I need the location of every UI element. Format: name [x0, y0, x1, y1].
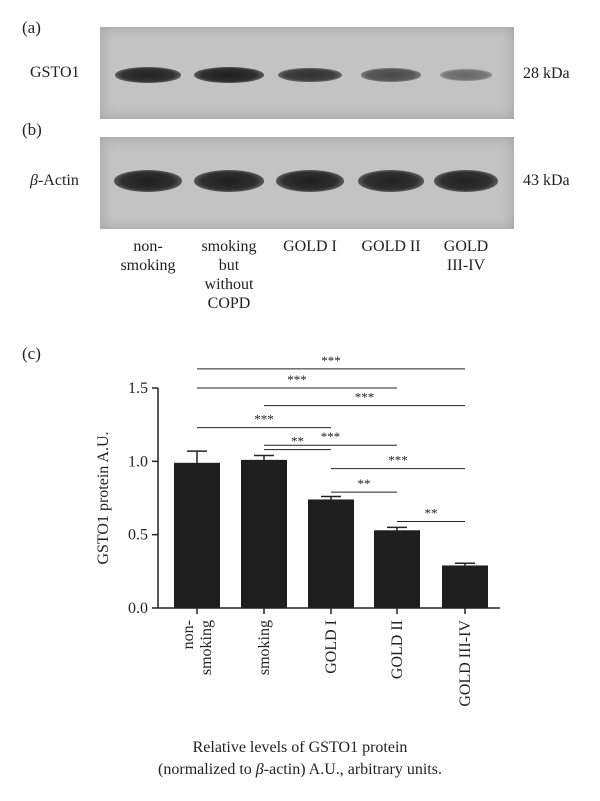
significance-label: *** [254, 412, 274, 427]
significance-label: *** [388, 453, 408, 468]
gsto1-blot-label: GSTO1 [30, 64, 80, 81]
lane-label-line: smoking [120, 257, 176, 274]
figure-caption-line-1: Relative levels of GSTO1 protein [192, 739, 408, 756]
bar [241, 459, 287, 608]
caption-suffix: -actin) A.U., arbitrary units. [263, 761, 442, 778]
lane-label-line: COPD [207, 295, 251, 312]
y-tick-label: 0.5 [128, 527, 148, 544]
actin-text: -Actin [37, 172, 79, 189]
lane-label: non-smoking [103, 237, 193, 275]
gsto1-western-blot [100, 27, 514, 119]
significance-label: *** [355, 390, 375, 405]
lane-label-line: GOLD [443, 238, 489, 255]
x-tick-label: GOLD III-IV [457, 620, 474, 707]
lane-label-line: GOLD II [361, 238, 421, 255]
x-tick-label: smoking [256, 620, 273, 675]
y-tick-label: 1.5 [128, 380, 148, 397]
panel-b-label: (b) [22, 120, 42, 139]
lane-label-line: non- [133, 238, 163, 255]
lane-label: GOLD III-IV [421, 237, 511, 275]
lane-label-line: GOLD I [283, 238, 337, 255]
lane-label: GOLD II [346, 237, 436, 256]
blot-band [114, 170, 182, 192]
y-tick-label: 1.0 [128, 453, 148, 470]
panel-c-label: (c) [22, 344, 41, 363]
blot-band [278, 67, 342, 83]
significance-label: *** [321, 429, 341, 444]
lane-label: GOLD I [265, 237, 355, 256]
panel-a-label: (a) [22, 18, 41, 37]
beta-symbol: β [30, 172, 38, 189]
caption-beta: β [255, 761, 264, 778]
blot-band [358, 170, 424, 192]
significance-label: *** [287, 372, 307, 387]
bar [174, 462, 220, 608]
x-tick-label: GOLD I [323, 620, 340, 674]
actin-size-label: 43 kDa [523, 172, 570, 189]
x-tick-label: non- [180, 620, 197, 649]
significance-label: ** [425, 505, 438, 520]
bar [308, 499, 354, 608]
lane-label-line: but [218, 257, 240, 274]
lane-label-line: without [204, 276, 254, 293]
lane-label: smoking but without COPD [184, 237, 274, 313]
bar [374, 530, 420, 608]
actin-western-blot [100, 137, 514, 229]
caption-prefix: (normalized to [158, 761, 256, 778]
lane-label-line: smoking [201, 238, 257, 255]
blot-band [361, 68, 421, 82]
blot-band [434, 170, 498, 192]
actin-blot-label: β-Actin [30, 172, 79, 190]
blot-band [276, 170, 344, 192]
blot-band [194, 67, 264, 83]
significance-label: *** [321, 353, 341, 368]
x-tick-label: smoking [198, 620, 215, 675]
blot-band [440, 69, 492, 81]
lane-label-line: III-IV [446, 257, 486, 274]
figure-caption-line-2: (normalized to β-actin) A.U., arbitrary … [0, 759, 600, 781]
significance-label: ** [358, 476, 371, 491]
bar [442, 565, 488, 608]
x-tick-label: GOLD II [389, 620, 406, 679]
y-tick-label: 0.0 [128, 600, 148, 617]
significance-label: ** [291, 434, 304, 449]
y-axis-label: GSTO1 protein A.U. [95, 431, 112, 564]
blot-band [194, 170, 264, 192]
gsto1-size-label: 28 kDa [523, 65, 570, 82]
blot-band [115, 67, 181, 83]
